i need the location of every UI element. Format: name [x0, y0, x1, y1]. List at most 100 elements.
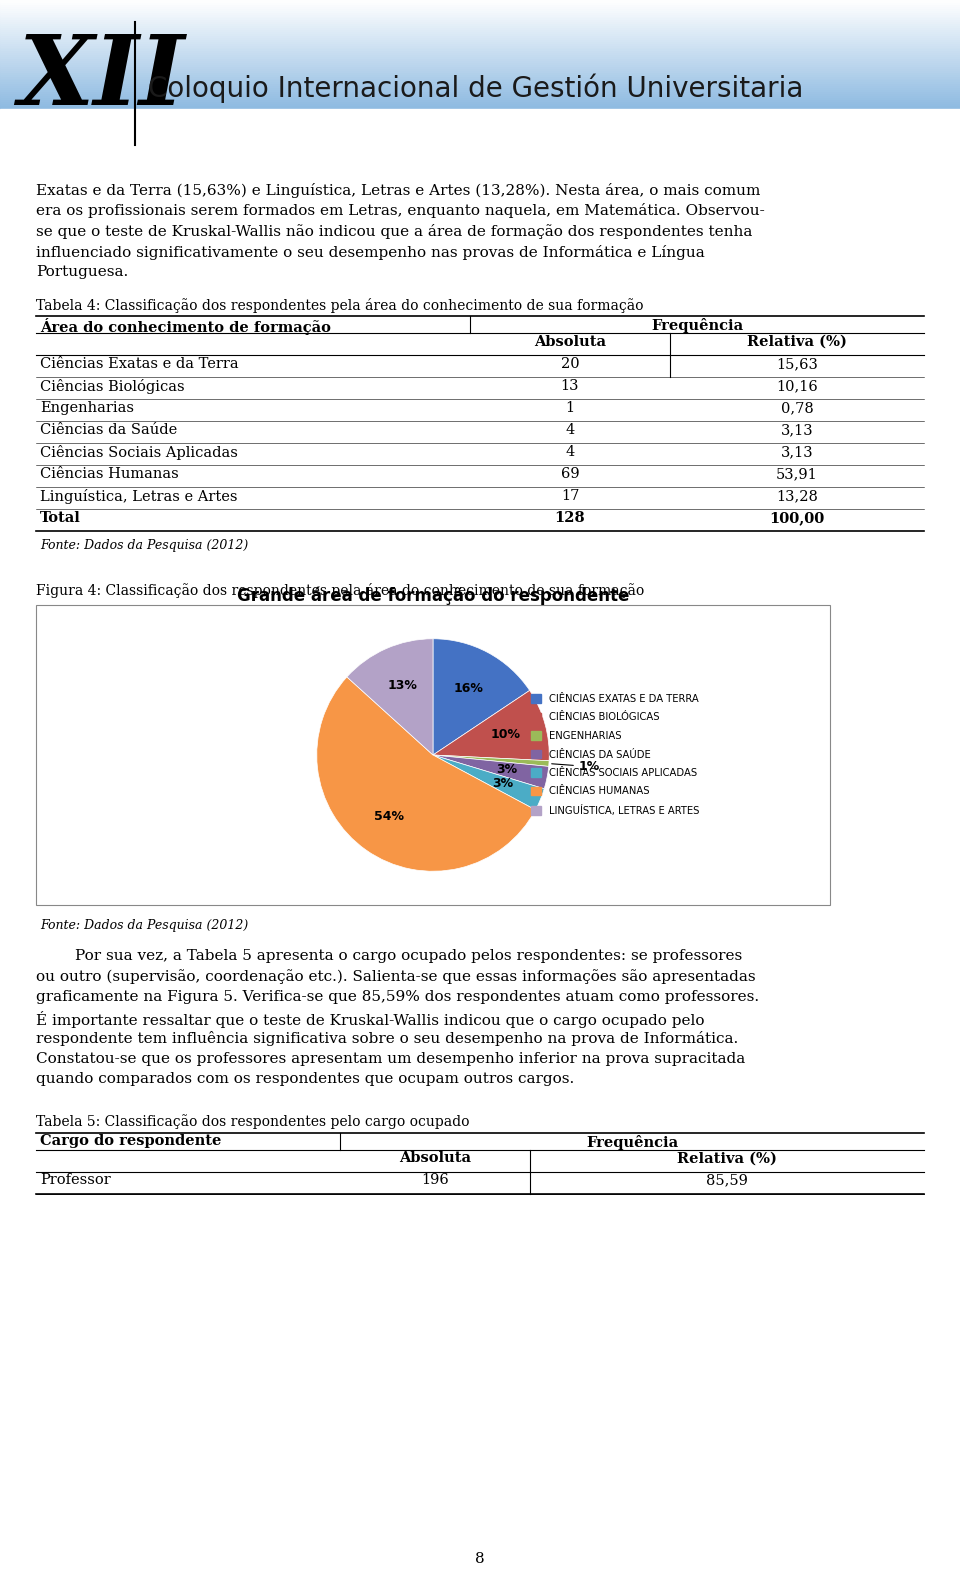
- Text: É importante ressaltar que o teste de Kruskal-Wallis indicou que o cargo ocupado: É importante ressaltar que o teste de Kr…: [36, 1010, 705, 1028]
- Bar: [0, 42, 960, 44]
- Bar: [0, 3, 960, 6]
- Wedge shape: [433, 690, 549, 761]
- Bar: [0, 118, 960, 121]
- Bar: [0, 83, 960, 85]
- Text: Figura 4: Classificação dos respondentes pela área do conhecimento de sua formaç: Figura 4: Classificação dos respondentes…: [36, 584, 644, 598]
- Bar: [0, 102, 960, 105]
- Bar: [0, 52, 960, 55]
- Bar: [0, 28, 960, 31]
- Text: Ciências Exatas e da Terra: Ciências Exatas e da Terra: [40, 358, 239, 370]
- Bar: [0, 99, 960, 100]
- Bar: [0, 144, 960, 147]
- Text: se que o teste de Kruskal-Wallis não indicou que a área de formação dos responde: se que o teste de Kruskal-Wallis não ind…: [36, 224, 753, 238]
- Bar: [0, 121, 960, 124]
- Text: 196: 196: [421, 1174, 449, 1188]
- Wedge shape: [347, 639, 433, 755]
- Bar: [0, 137, 960, 140]
- Text: 1: 1: [565, 402, 575, 414]
- Bar: [0, 91, 960, 93]
- Text: Constatou-se que os professores apresentam um desempenho inferior na prova supra: Constatou-se que os professores apresent…: [36, 1051, 745, 1065]
- Text: Ciências Sociais Aplicadas: Ciências Sociais Aplicadas: [40, 446, 238, 460]
- Bar: [0, 100, 960, 102]
- Bar: [0, 119, 960, 122]
- Text: ou outro (supervisão, coordenação etc.). Salienta-se que essas informações são a: ou outro (supervisão, coordenação etc.).…: [36, 970, 756, 984]
- Bar: [0, 41, 960, 42]
- Text: 85,59: 85,59: [706, 1174, 748, 1188]
- Bar: [0, 147, 960, 149]
- Text: quando comparados com os respondentes que ocupam outros cargos.: quando comparados com os respondentes qu…: [36, 1072, 574, 1086]
- Bar: [0, 129, 960, 132]
- Text: 15,63: 15,63: [776, 358, 818, 370]
- Bar: [0, 50, 960, 52]
- Bar: [0, 135, 960, 138]
- Bar: [0, 11, 960, 14]
- Text: Tabela 5: Classificação dos respondentes pelo cargo ocupado: Tabela 5: Classificação dos respondentes…: [36, 1114, 469, 1130]
- Bar: [0, 53, 960, 56]
- Text: 13: 13: [561, 380, 579, 392]
- Text: 3,13: 3,13: [780, 446, 813, 460]
- Bar: [0, 104, 960, 107]
- Bar: [0, 94, 960, 97]
- Bar: [0, 75, 960, 77]
- Bar: [0, 141, 960, 143]
- Bar: [0, 82, 960, 83]
- Text: 8: 8: [475, 1552, 485, 1566]
- Bar: [0, 63, 960, 66]
- Bar: [0, 149, 960, 151]
- Bar: [0, 151, 960, 154]
- Bar: [0, 30, 960, 33]
- Bar: [0, 71, 960, 74]
- Text: Cargo do respondente: Cargo do respondente: [40, 1134, 222, 1149]
- Bar: [0, 67, 960, 69]
- Text: Linguística, Letras e Artes: Linguística, Letras e Artes: [40, 490, 237, 504]
- Text: Fonte: Dados da Pesquisa (2012): Fonte: Dados da Pesquisa (2012): [40, 919, 249, 932]
- Wedge shape: [433, 639, 530, 755]
- Text: Área do conhecimento de formação: Área do conhecimento de formação: [40, 319, 331, 336]
- Text: 4: 4: [565, 424, 575, 438]
- Bar: [0, 110, 960, 113]
- Legend: CIÊNCIAS EXATAS E DA TERRA, CIÊNCIAS BIOLÓGICAS, ENGENHARIAS, CIÊNCIAS DA SAÚDE,: CIÊNCIAS EXATAS E DA TERRA, CIÊNCIAS BIO…: [531, 693, 700, 816]
- Bar: [0, 38, 960, 41]
- Text: Ciências da Saúde: Ciências da Saúde: [40, 424, 178, 438]
- Bar: [0, 35, 960, 36]
- Text: 54%: 54%: [374, 810, 404, 824]
- Bar: [0, 58, 960, 60]
- Text: 128: 128: [555, 511, 586, 526]
- Bar: [0, 61, 960, 64]
- Bar: [0, 69, 960, 72]
- Text: Total: Total: [40, 511, 81, 526]
- Text: Relativa (%): Relativa (%): [747, 336, 847, 348]
- Bar: [0, 20, 960, 24]
- Text: 13,28: 13,28: [776, 490, 818, 504]
- Bar: [0, 77, 960, 80]
- Bar: [0, 127, 960, 130]
- Bar: [0, 66, 960, 67]
- Text: 3%: 3%: [492, 778, 514, 791]
- Text: 3,13: 3,13: [780, 424, 813, 438]
- Text: 13%: 13%: [388, 679, 418, 692]
- Bar: [0, 126, 960, 129]
- Text: Por sua vez, a Tabela 5 apresenta o cargo ocupado pelos respondentes: se profess: Por sua vez, a Tabela 5 apresenta o carg…: [36, 949, 742, 963]
- Bar: [0, 78, 960, 82]
- Bar: [0, 17, 960, 19]
- Text: XII: XII: [18, 31, 184, 126]
- Bar: [0, 115, 960, 116]
- Bar: [0, 140, 960, 141]
- Bar: [0, 36, 960, 39]
- Bar: [0, 111, 960, 115]
- Text: 17: 17: [561, 490, 579, 504]
- Text: Ciências Humanas: Ciências Humanas: [40, 468, 179, 482]
- Text: 20: 20: [561, 358, 579, 370]
- Text: Coloquio Internacional de Gestión Universitaria: Coloquio Internacional de Gestión Univer…: [148, 74, 804, 102]
- Bar: [0, 2, 960, 3]
- Bar: [0, 16, 960, 17]
- Text: 10,16: 10,16: [776, 380, 818, 392]
- Bar: [0, 5, 960, 8]
- Text: 0,78: 0,78: [780, 402, 813, 414]
- Text: Frequência: Frequência: [586, 1134, 678, 1150]
- Text: Exatas e da Terra (15,63%) e Linguística, Letras e Artes (13,28%). Nesta área, o: Exatas e da Terra (15,63%) e Linguística…: [36, 184, 760, 198]
- Text: Portuguesa.: Portuguesa.: [36, 265, 129, 279]
- Bar: [0, 108, 960, 110]
- Text: 100,00: 100,00: [769, 511, 825, 526]
- Wedge shape: [433, 755, 549, 789]
